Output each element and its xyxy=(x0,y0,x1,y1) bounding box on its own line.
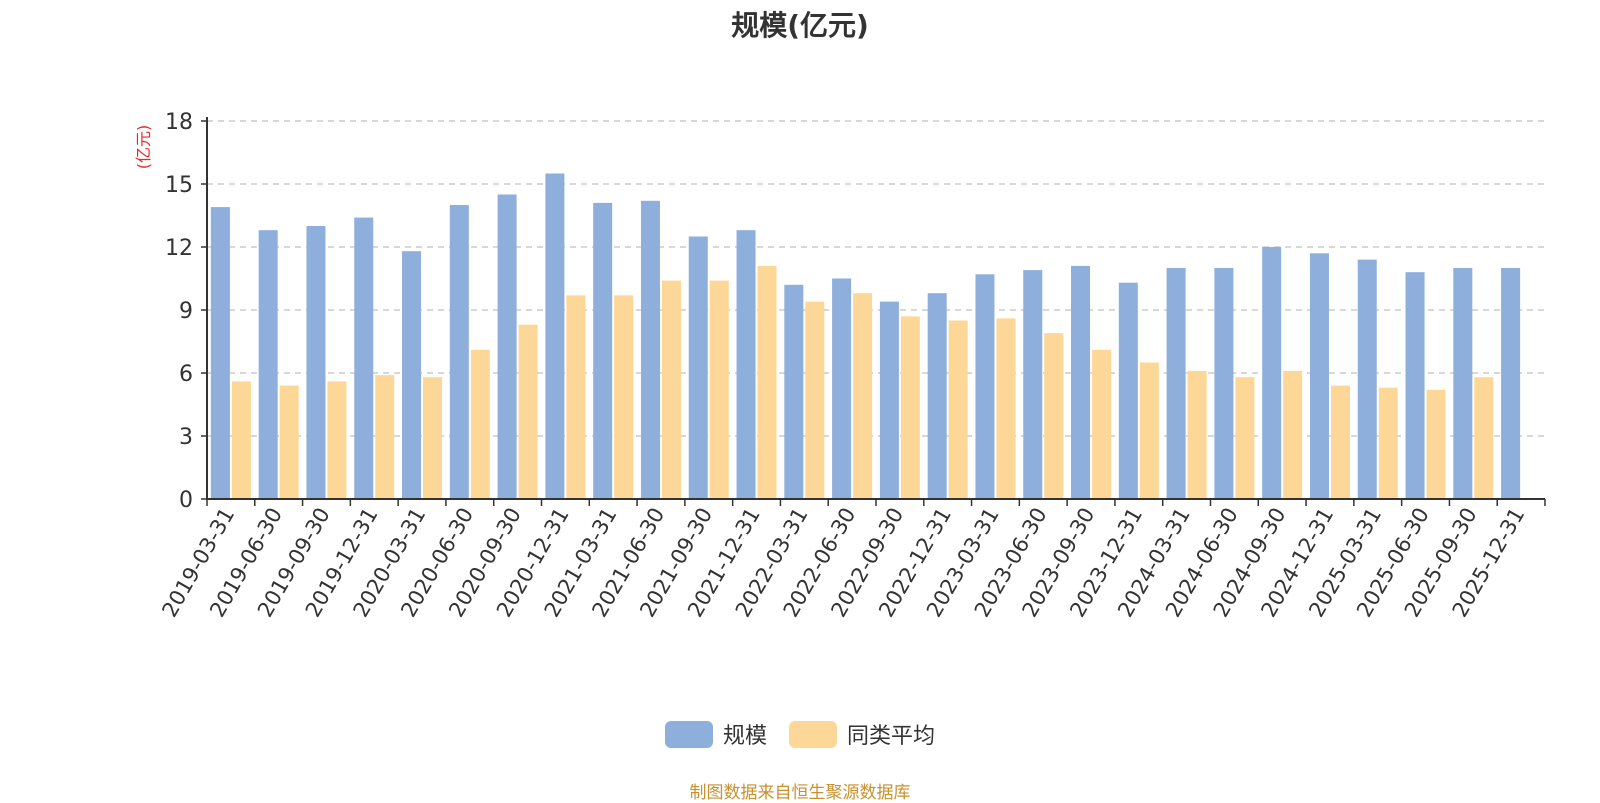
y-tick-label: 0 xyxy=(179,488,193,513)
bar-scale xyxy=(736,230,756,499)
data-source-note: 制图数据来自恒生聚源数据库 xyxy=(689,783,911,803)
bar-peer-average xyxy=(1426,389,1446,499)
bar-chart: 0369121518(亿元)2019-03-312019-06-302019-0… xyxy=(134,110,1546,621)
bar-peer-average xyxy=(614,295,634,499)
bar-peer-average xyxy=(900,316,920,499)
bar-peer-average xyxy=(327,381,347,499)
bar-scale xyxy=(258,230,278,499)
bar-scale xyxy=(1071,265,1091,499)
y-tick-label: 6 xyxy=(179,362,193,387)
bar-peer-average xyxy=(1044,333,1064,499)
bar-scale xyxy=(640,200,660,500)
y-tick-label: 9 xyxy=(179,299,193,324)
bar-scale xyxy=(354,217,374,499)
bar-scale xyxy=(1309,253,1329,499)
bar-peer-average xyxy=(1283,370,1303,499)
bar-peer-average xyxy=(470,349,490,499)
bar-peer-average xyxy=(1378,387,1398,499)
legend: 规模 同类平均 xyxy=(0,718,1600,750)
bar-peer-average xyxy=(709,280,729,499)
legend-item-scale[interactable]: 规模 xyxy=(664,718,767,750)
bar-scale xyxy=(688,236,708,499)
chart-title: 规模(亿元) xyxy=(731,9,869,42)
bar-scale xyxy=(210,207,230,499)
bar-peer-average xyxy=(1235,377,1255,499)
bar-scale xyxy=(1453,268,1473,499)
bar-peer-average xyxy=(1092,349,1112,499)
bar-scale xyxy=(449,205,469,499)
bar-scale xyxy=(879,301,899,499)
bar-peer-average xyxy=(948,320,968,499)
bar-peer-average xyxy=(853,293,873,499)
bar-peer-average xyxy=(423,377,443,499)
bar-peer-average xyxy=(661,280,681,499)
bar-scale xyxy=(832,278,852,499)
bar-scale xyxy=(1357,259,1377,499)
bar-scale xyxy=(1262,247,1282,499)
bar-scale xyxy=(784,284,804,499)
bar-peer-average xyxy=(1187,370,1207,499)
bar-scale xyxy=(593,202,613,499)
bar-peer-average xyxy=(805,301,825,499)
bar-scale xyxy=(975,274,995,499)
bar-scale xyxy=(1214,268,1234,499)
bar-peer-average xyxy=(996,318,1016,499)
legend-swatch-scale xyxy=(664,720,713,748)
bar-peer-average xyxy=(375,375,395,499)
y-axis-label: (亿元) xyxy=(134,125,153,170)
bar-peer-average xyxy=(566,295,586,499)
bar-peer-average xyxy=(1474,377,1494,499)
y-tick-label: 12 xyxy=(165,236,193,261)
bar-peer-average xyxy=(1139,362,1159,499)
bar-peer-average xyxy=(279,385,299,499)
bar-scale xyxy=(402,251,422,499)
legend-label-peer-average: 同类平均 xyxy=(847,724,936,749)
legend-swatch-peer-average xyxy=(789,720,837,748)
bar-scale xyxy=(1405,272,1425,499)
bar-scale xyxy=(545,173,565,499)
legend-label-scale: 规模 xyxy=(722,724,767,749)
bar-peer-average xyxy=(518,324,538,499)
y-tick-label: 18 xyxy=(165,110,193,135)
bar-scale xyxy=(497,194,517,499)
bar-scale xyxy=(1501,268,1521,499)
bar-peer-average xyxy=(231,381,251,499)
bar-scale xyxy=(306,226,326,499)
bar-scale xyxy=(1023,270,1043,499)
bar-peer-average xyxy=(1330,385,1350,499)
legend-item-peer-average[interactable]: 同类平均 xyxy=(789,718,935,750)
bar-scale xyxy=(1118,282,1138,499)
y-tick-label: 15 xyxy=(165,173,193,198)
bar-scale xyxy=(927,293,947,499)
bar-scale xyxy=(1166,268,1186,499)
bar-peer-average xyxy=(757,265,777,499)
y-tick-label: 3 xyxy=(179,425,193,450)
